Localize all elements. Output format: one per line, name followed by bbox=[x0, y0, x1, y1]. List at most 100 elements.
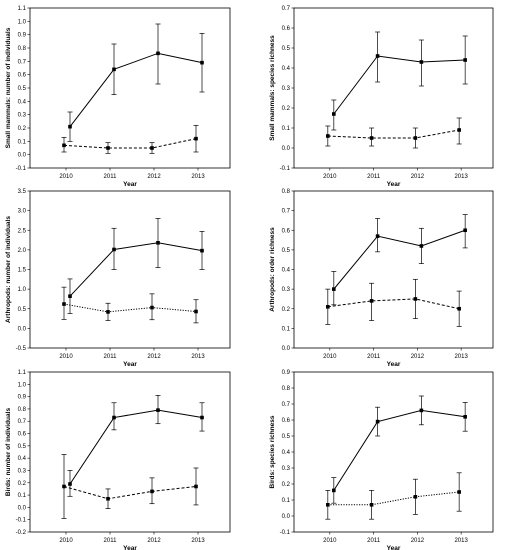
y-axis-label: Arthropods: order richness bbox=[269, 227, 276, 312]
plot-frame bbox=[29, 371, 231, 533]
x-tick-label: 2010 bbox=[323, 538, 337, 544]
data-point bbox=[332, 112, 336, 116]
y-tick-label: 1.0 bbox=[18, 19, 27, 25]
x-tick-label: 2012 bbox=[411, 354, 425, 360]
y-tick-label: -0.2 bbox=[16, 530, 27, 536]
data-point bbox=[156, 51, 160, 56]
y-tick-label: 0.7 bbox=[282, 209, 291, 215]
data-point bbox=[156, 408, 160, 412]
series-line-solid bbox=[69, 242, 203, 297]
y-tick-label: 0.4 bbox=[18, 99, 27, 105]
x-tick-label: 2012 bbox=[411, 538, 425, 544]
data-point bbox=[457, 490, 461, 494]
series-line-solid bbox=[333, 229, 466, 290]
data-point bbox=[463, 58, 467, 62]
data-point bbox=[463, 228, 467, 233]
plot-frame bbox=[29, 7, 231, 169]
x-tick-label: 2010 bbox=[59, 354, 73, 360]
data-point bbox=[150, 489, 154, 494]
data-point bbox=[112, 415, 116, 420]
x-axis-label: Year bbox=[387, 361, 401, 368]
data-point bbox=[200, 248, 204, 253]
x-tick-label: 2010 bbox=[59, 174, 73, 180]
data-point bbox=[375, 419, 380, 424]
y-tick-label: 0.4 bbox=[282, 66, 291, 72]
x-tick-label: 2013 bbox=[191, 538, 205, 544]
y-axis-label: Birds: species richness bbox=[269, 415, 276, 488]
y-tick-label: 0.8 bbox=[282, 386, 291, 392]
x-tick-label: 2013 bbox=[454, 354, 468, 360]
data-point bbox=[463, 415, 467, 419]
y-tick-label: 0.0 bbox=[282, 346, 291, 352]
x-axis-label: Year bbox=[123, 545, 137, 550]
data-point bbox=[112, 67, 116, 72]
y-tick-label: 0.4 bbox=[282, 450, 291, 456]
x-tick-label: 2011 bbox=[104, 174, 118, 180]
y-tick-label: 0.1 bbox=[18, 493, 27, 499]
data-point bbox=[106, 310, 110, 314]
y-tick-label: 0.5 bbox=[18, 444, 27, 450]
y-tick-label: 0.7 bbox=[282, 6, 291, 12]
data-point bbox=[68, 124, 72, 129]
data-point bbox=[68, 482, 72, 486]
y-tick-label: 1.0 bbox=[18, 287, 27, 293]
series-line-dashed bbox=[327, 129, 460, 139]
series-line-dashed bbox=[327, 298, 460, 310]
y-tick-label: 0.7 bbox=[18, 419, 27, 425]
data-point bbox=[194, 136, 198, 141]
x-tick-label: 2011 bbox=[367, 354, 381, 360]
chart-panel-4: 0.0 0.1 0.2 0.3 0.4 0.5 0.6 0.7 0.8 2010 2011 2012 2… bbox=[269, 189, 494, 368]
data-point bbox=[369, 299, 374, 303]
data-point bbox=[457, 128, 461, 132]
y-tick-label: 0.3 bbox=[282, 86, 291, 92]
y-tick-label: -0.1 bbox=[280, 166, 291, 172]
data-point bbox=[332, 287, 336, 291]
x-tick-label: 2013 bbox=[191, 354, 205, 360]
y-tick-label: 0.3 bbox=[18, 113, 27, 119]
series-line-dotted bbox=[327, 491, 460, 506]
y-tick-label: 0.9 bbox=[18, 395, 27, 401]
x-tick-label: 2013 bbox=[454, 174, 468, 180]
y-tick-label: 0.6 bbox=[18, 432, 27, 438]
data-point bbox=[194, 309, 198, 314]
y-tick-label: 0.5 bbox=[282, 46, 291, 52]
x-tick-label: 2012 bbox=[147, 354, 161, 360]
data-point bbox=[68, 294, 72, 298]
data-point bbox=[413, 495, 418, 499]
y-tick-label: 0.5 bbox=[282, 434, 291, 440]
y-tick-label: 0.4 bbox=[18, 456, 27, 462]
y-tick-label: 0.9 bbox=[18, 33, 27, 39]
data-point bbox=[326, 503, 330, 507]
y-tick-label: -0.1 bbox=[280, 530, 291, 536]
y-tick-label: 0.0 bbox=[18, 326, 27, 332]
x-tick-label: 2010 bbox=[59, 538, 73, 544]
x-tick-label: 2013 bbox=[454, 538, 468, 544]
data-point bbox=[150, 305, 154, 310]
y-tick-label: 0.1 bbox=[282, 326, 291, 332]
data-point bbox=[375, 234, 380, 238]
y-tick-label: 0.2 bbox=[282, 106, 291, 112]
chart-panel-5: -0.2 -0.1 0.0 0.1 0.2 0.3 0.4 0.5 0.6 0.7 0.8 0.9 1.… bbox=[5, 370, 231, 550]
y-tick-label: 0.3 bbox=[282, 287, 291, 293]
y-tick-label: 2.5 bbox=[18, 228, 27, 234]
y-tick-label: 0.8 bbox=[282, 189, 291, 195]
series-line-solid bbox=[69, 409, 203, 485]
y-tick-label: -0.1 bbox=[16, 518, 27, 524]
chart-panel-6: -0.1 0.0 0.1 0.2 0.3 0.4 0.5 0.6 0.7 0.8 0.9 2010 20… bbox=[269, 370, 494, 550]
y-tick-label: 0.6 bbox=[282, 228, 291, 234]
y-tick-label: 0.5 bbox=[18, 86, 27, 92]
y-tick-label: 0.8 bbox=[18, 407, 27, 413]
data-point bbox=[106, 146, 110, 150]
data-point bbox=[62, 484, 66, 489]
data-point bbox=[156, 241, 160, 245]
x-axis-label: Year bbox=[123, 361, 137, 368]
x-tick-label: 2011 bbox=[104, 538, 118, 544]
series-line-solid bbox=[333, 409, 466, 491]
data-point bbox=[369, 136, 374, 140]
series-line-solid bbox=[69, 52, 203, 127]
data-point bbox=[200, 60, 204, 65]
x-tick-label: 2011 bbox=[104, 354, 118, 360]
x-tick-label: 2010 bbox=[323, 174, 337, 180]
x-axis-label: Year bbox=[387, 181, 401, 188]
data-point bbox=[413, 136, 418, 140]
